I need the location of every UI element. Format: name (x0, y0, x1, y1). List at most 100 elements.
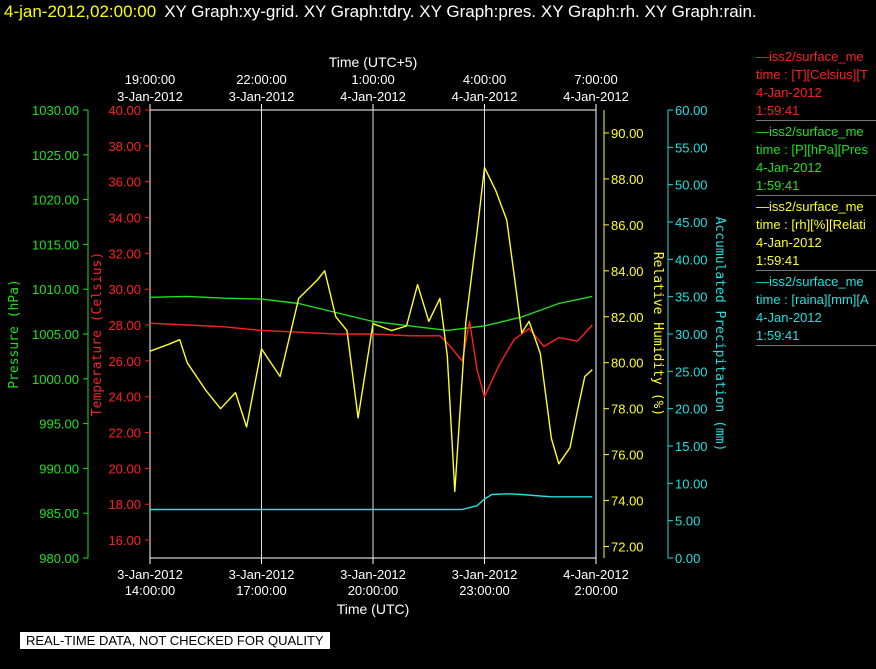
legend-entry-line3: 4-Jan-2012 (756, 85, 822, 100)
x-top-tick-label-time: 19:00:00 (125, 72, 176, 87)
x-tick-label-time: 2:00:00 (574, 583, 617, 598)
rain-tick-label: 15.00 (675, 439, 708, 454)
legend-entry-line1: —iss2/surface_me (756, 199, 864, 214)
x-tick-label-date: 3-Jan-2012 (117, 567, 183, 582)
rh-series-line (149, 166, 593, 493)
legend-entry-line2: time : [P][hPa][Pres (756, 142, 868, 157)
rain-tick-label: 10.00 (675, 476, 708, 491)
x-tick-label-time: 23:00:00 (459, 583, 510, 598)
legend-entry-line4: 1:59:41 (756, 328, 800, 343)
window-header: 4-jan-2012,02:00:00 XY Graph:xy-grid. XY … (4, 2, 757, 22)
pressure-tick-label: 995.00 (39, 417, 79, 432)
rain-tick-label: 25.00 (675, 364, 708, 379)
pressure-tick-label: 1000.00 (32, 372, 79, 387)
temperature-tick-label: 24.00 (108, 390, 141, 405)
rain-tick-label: 5.00 (675, 514, 700, 529)
rh-tick-label: 80.00 (611, 356, 644, 371)
x-tick-label-date: 3-Jan-2012 (229, 567, 295, 582)
temperature-tick-label: 20.00 (108, 461, 141, 476)
legend-entry-line2: time : [raina][mm][A (756, 292, 869, 307)
x-top-tick-label-time: 4:00:00 (463, 72, 506, 87)
rain-tick-label: 30.00 (675, 327, 708, 342)
pressure-tick-label: 990.00 (39, 461, 79, 476)
pressure-tick-label: 1005.00 (32, 327, 79, 342)
rh-tick-label: 82.00 (611, 310, 644, 325)
header-datetime: 4-jan-2012,02:00:00 (4, 2, 157, 21)
x-tick-label-time: 17:00:00 (236, 583, 287, 598)
temperature-tick-label: 40.00 (108, 103, 141, 118)
x-top-tick-label-date: 3-Jan-2012 (117, 89, 183, 104)
temperature-tick-label: 16.00 (108, 533, 141, 548)
legend-entry-line3: 4-Jan-2012 (756, 310, 822, 325)
legend-entry-line4: 1:59:41 (756, 178, 800, 193)
x-axis-title-bottom: Time (UTC) (337, 601, 410, 617)
temperature-tick-label: 26.00 (108, 354, 141, 369)
x-top-tick-label-time: 1:00:00 (351, 72, 394, 87)
legend-entry-line2: time : [rh][%][Relati (756, 217, 866, 232)
pressure-tick-label: 980.00 (39, 551, 79, 566)
rain-tick-label: 55.00 (675, 140, 708, 155)
rain-series-line (150, 493, 593, 511)
rh-tick-label: 84.00 (611, 264, 644, 279)
x-top-tick-label-date: 4-Jan-2012 (340, 89, 406, 104)
pressure-tick-label: 985.00 (39, 506, 79, 521)
rain-tick-label: 40.00 (675, 252, 708, 267)
pressure-tick-label: 1025.00 (32, 148, 79, 163)
x-tick-label-time: 20:00:00 (348, 583, 399, 598)
rain-tick-label: 45.00 (675, 215, 708, 230)
rh-tick-label: 90.00 (611, 126, 644, 141)
legend-entry-line1: —iss2/surface_me (756, 274, 864, 289)
rh-tick-label: 72.00 (611, 540, 644, 555)
x-top-tick-label-time: 22:00:00 (236, 72, 287, 87)
temperature-tick-label: 18.00 (108, 497, 141, 512)
x-top-tick-label-time: 7:00:00 (574, 72, 617, 87)
legend-entry: —iss2/surface_me time : [P][hPa][Pres 4-Ja… (756, 121, 876, 196)
legend-entry-line1: —iss2/surface_me (756, 124, 864, 139)
quality-warning-banner: REAL-TIME DATA, NOT CHECKED FOR QUALITY (20, 632, 330, 649)
temperature-axis-title: Temperature (Celsius) (90, 252, 105, 416)
rain-tick-label: 35.00 (675, 290, 708, 305)
pressure-tick-label: 1030.00 (32, 103, 79, 118)
legend-entry-line1: —iss2/surface_me (756, 49, 864, 64)
x-tick-label-date: 3-Jan-2012 (340, 567, 406, 582)
pressure-series-line (149, 295, 593, 332)
x-tick-label-date: 3-Jan-2012 (452, 567, 518, 582)
header-graph-list: XY Graph:xy-grid. XY Graph:tdry. XY Grap… (164, 2, 757, 21)
temperature-tick-label: 38.00 (108, 139, 141, 154)
x-tick-label-time: 14:00:00 (125, 583, 176, 598)
temperature-tick-label: 34.00 (108, 211, 141, 226)
rh-axis-title: Relative Humidity (%) (650, 252, 665, 416)
legend: —iss2/surface_me time : [T][Celsius][T 4-J… (756, 46, 876, 346)
legend-entry-line3: 4-Jan-2012 (756, 235, 822, 250)
rh-tick-label: 78.00 (611, 402, 644, 417)
x-top-tick-label-date: 4-Jan-2012 (563, 89, 629, 104)
rh-tick-label: 86.00 (611, 218, 644, 233)
rh-tick-label: 76.00 (611, 448, 644, 463)
rain-tick-label: 20.00 (675, 402, 708, 417)
rh-tick-label: 74.00 (611, 494, 644, 509)
pressure-tick-label: 1015.00 (32, 237, 79, 252)
pressure-tick-label: 1020.00 (32, 193, 79, 208)
temperature-tick-label: 28.00 (108, 318, 141, 333)
rain-tick-label: 60.00 (675, 103, 708, 118)
rh-tick-label: 88.00 (611, 172, 644, 187)
temperature-tick-label: 36.00 (108, 175, 141, 190)
temperature-tick-label: 22.00 (108, 426, 141, 441)
legend-entry-line2: time : [T][Celsius][T (756, 67, 868, 82)
x-top-tick-label-date: 4-Jan-2012 (452, 89, 518, 104)
temperature-tick-label: 30.00 (108, 282, 141, 297)
legend-entry-line4: 1:59:41 (756, 253, 800, 268)
temperature-tick-label: 32.00 (108, 246, 141, 261)
temperature-series-line (149, 320, 593, 398)
legend-entry-line4: 1:59:41 (756, 103, 800, 118)
rain-tick-label: 0.00 (675, 551, 700, 566)
x-top-tick-label-date: 3-Jan-2012 (229, 89, 295, 104)
rain-axis-title: Accumulated Precipitation (mm) (712, 217, 727, 452)
pressure-axis-title: Pressure (hPa) (7, 279, 22, 389)
rain-tick-label: 50.00 (675, 178, 708, 193)
x-axis-title-top: Time (UTC+5) (329, 54, 418, 70)
